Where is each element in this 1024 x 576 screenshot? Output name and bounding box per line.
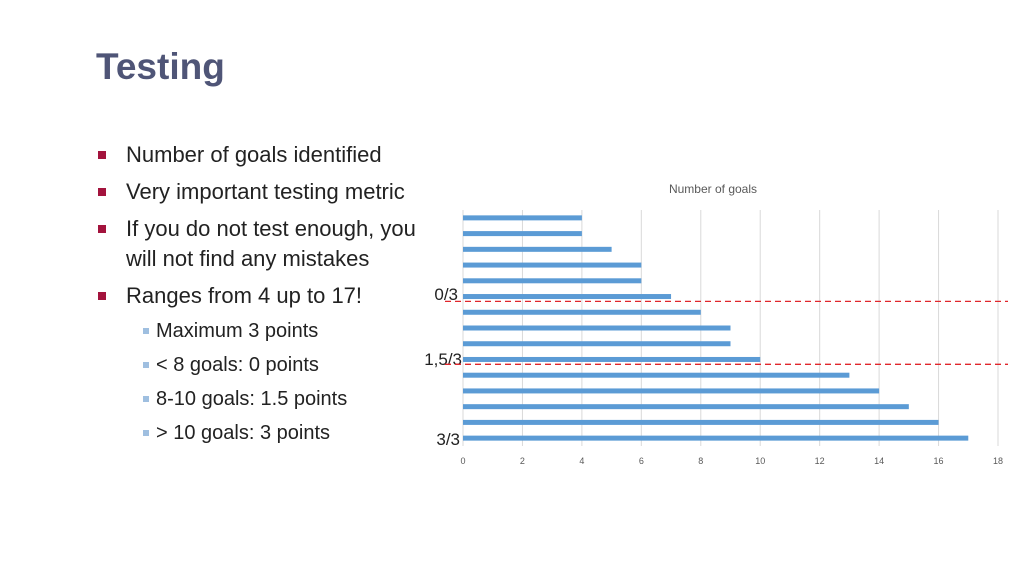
bar [463,341,731,347]
square-bullet-icon [143,396,149,402]
x-tick-label: 14 [874,456,884,466]
bar-chart: Number of goals 0 2 4 6 8 10 12 14 16 18 0/3 1,5/… [424,182,1008,466]
square-bullet-icon [98,188,106,196]
bullet-item: Very important testing metric [96,177,426,207]
sub-bullet-item: Maximum 3 points [96,318,426,344]
x-tick-label: 4 [579,456,584,466]
sub-bullet-text: 8-10 goals: 1.5 points [156,388,348,410]
x-tick-label: 8 [698,456,703,466]
bar [463,404,909,410]
x-axis-ticks: 0 2 4 6 8 10 12 14 16 18 [460,456,1003,466]
bar [463,262,642,268]
sub-bullet-item: > 10 goals: 3 points [96,420,426,446]
square-bullet-icon [143,430,149,436]
bar [463,231,582,237]
bullet-text: Very important testing metric [126,179,405,204]
bar [463,294,672,300]
x-tick-label: 6 [639,456,644,466]
sub-bullet-text: < 8 goals: 0 points [156,354,319,376]
sub-bullet-text: Maximum 3 points [156,320,319,342]
slide-title: Testing [96,46,225,87]
bar [463,246,612,252]
bullet-item: Number of goals identified [96,140,426,170]
bullet-item: Ranges from 4 up to 17! [96,281,426,311]
bar [463,325,731,331]
square-bullet-icon [98,292,106,300]
sub-bullet-item: 8-10 goals: 1.5 points [96,386,426,412]
chart-bars [463,215,969,441]
x-tick-label: 2 [520,456,525,466]
bar [463,278,642,284]
chart-title: Number of goals [669,182,757,196]
bar [463,356,761,362]
x-tick-label: 18 [993,456,1003,466]
sub-bullet-item: < 8 goals: 0 points [96,352,426,378]
bar [463,372,850,378]
zone-label-1: 1,5/3 [424,350,462,369]
x-tick-label: 10 [755,456,765,466]
bullet-item: If you do not test enough, you will not … [96,214,426,274]
sub-bullet-text: > 10 goals: 3 points [156,422,331,444]
x-tick-label: 0 [460,456,465,466]
bar [463,435,969,441]
x-tick-label: 16 [934,456,944,466]
bullet-text: Ranges from 4 up to 17! [126,283,363,308]
square-bullet-icon [143,328,149,334]
zone-label-0: 0/3 [434,285,458,304]
square-bullet-icon [98,225,106,233]
goals-chart: Number of goals 0 2 4 6 8 10 12 14 16 18 0/3 1,5/… [410,170,1010,480]
bar [463,309,701,315]
bullet-list: Number of goals identified Very importan… [96,140,426,454]
bar [463,215,582,221]
score-zones: 0/3 1,5/3 3/3 [424,285,1008,449]
square-bullet-icon [143,362,149,368]
square-bullet-icon [98,151,106,159]
zone-label-2: 3/3 [436,430,460,449]
bullet-text: Number of goals identified [126,142,382,167]
bar [463,388,880,394]
x-tick-label: 12 [815,456,825,466]
bar [463,419,939,425]
bullet-text: If you do not test enough, you will not … [126,216,416,271]
